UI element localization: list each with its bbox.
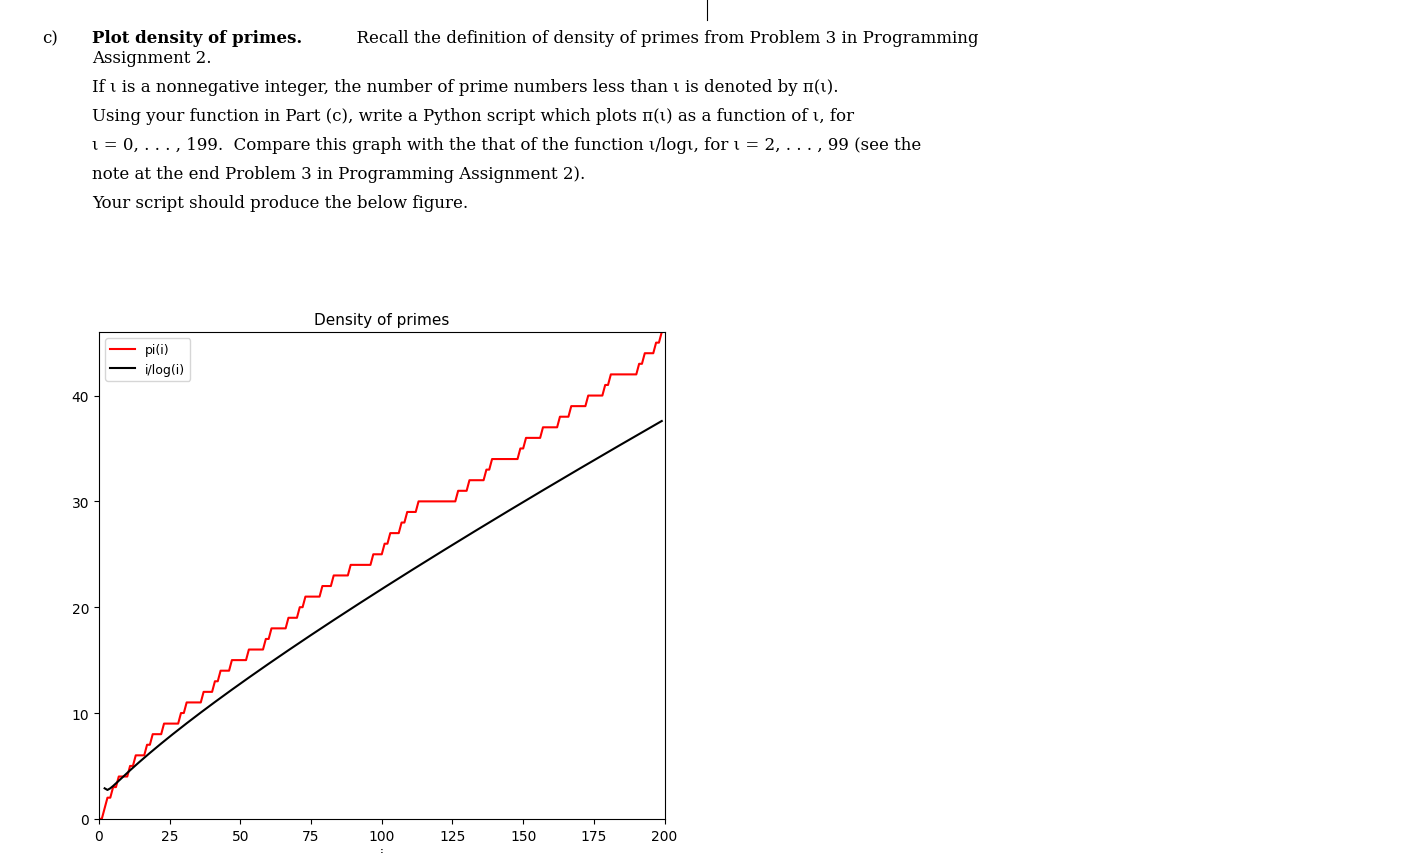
Text: Plot density of primes.: Plot density of primes. [92,30,303,47]
Text: Your script should produce the below figure.: Your script should produce the below fig… [92,194,468,212]
Text: c): c) [42,30,58,47]
pi(i) [625,370,642,380]
i/log(i) [617,438,633,448]
Text: ι = 0, . . . , 199.  Compare this graph with the that of the function ι/logι, fo: ι = 0, . . . , 199. Compare this graph w… [92,136,921,154]
pi(i) [605,370,622,380]
X-axis label: i: i [380,848,383,853]
Text: Recall the definition of density of primes from Problem 3 in Programming: Recall the definition of density of prim… [346,30,978,47]
pi(i) [90,814,107,824]
Text: If ι is a nonnegative integer, the number of prime numbers less than ι is denote: If ι is a nonnegative integer, the numbe… [92,78,839,96]
i/log(i) [96,783,113,793]
Text: Using your function in Part (c), write a Python script which plots π(ι) as a fun: Using your function in Part (c), write a… [92,107,854,125]
pi(i) [113,771,130,781]
Line: i/log(i): i/log(i) [105,421,662,790]
Legend: pi(i), i/log(i): pi(i), i/log(i) [105,339,191,381]
pi(i) [653,328,670,338]
Title: Density of primes: Density of primes [314,312,450,328]
i/log(i) [515,497,532,508]
pi(i) [240,645,257,655]
i/log(i) [139,751,156,761]
Text: note at the end Problem 3 in Programming Assignment 2).: note at the end Problem 3 in Programming… [92,165,585,183]
pi(i) [195,687,212,697]
i/log(i) [585,456,602,466]
i/log(i) [450,537,467,547]
pi(i) [124,761,141,771]
i/log(i) [653,416,670,426]
Text: Assignment 2.: Assignment 2. [92,49,212,67]
i/log(i) [173,722,189,733]
i/log(i) [99,785,116,795]
Line: pi(i): pi(i) [99,333,662,819]
